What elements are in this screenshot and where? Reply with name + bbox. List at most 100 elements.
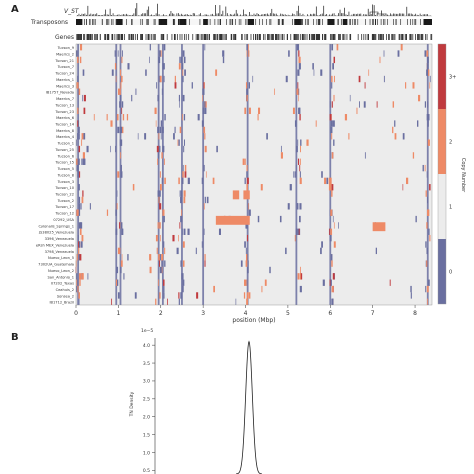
heatmap-cell — [429, 234, 431, 242]
heatmap-cell — [326, 177, 329, 185]
heatmap-cell — [331, 133, 333, 140]
heatmap-cell — [410, 285, 412, 293]
density-plot: 0.5 1.0 1.5 2.0 2.5 3.0 3.5 4.0 — [143, 338, 262, 474]
heatmap-cell — [412, 152, 415, 159]
heatmap-row-label: IB1757_Nevada — [46, 91, 74, 95]
gene-mark — [217, 34, 219, 40]
heatmap-cell — [426, 260, 428, 267]
heatmap-cell — [159, 190, 161, 197]
transposon-mark — [344, 19, 346, 25]
x-tick-label: 4 — [244, 310, 248, 317]
heatmap-cell — [123, 273, 125, 280]
heatmap-cell — [121, 75, 123, 83]
gene-mark — [299, 34, 301, 40]
heatmap-cell — [331, 82, 333, 89]
heatmap-cell — [78, 292, 80, 299]
gene-mark — [160, 34, 162, 40]
gene-mark — [306, 34, 308, 40]
heatmap-cell — [258, 107, 261, 115]
gene-mark — [293, 34, 295, 40]
heatmap-block-cn2 — [215, 215, 250, 225]
heatmap-cell — [116, 114, 119, 121]
gene-mark — [131, 34, 133, 40]
gene-mark — [112, 34, 114, 40]
gene-mark — [338, 34, 340, 40]
heatmap-cell — [81, 273, 84, 280]
heatmap-cell — [178, 177, 180, 185]
transposon-mark — [162, 19, 163, 25]
heatmap-cell — [181, 63, 184, 70]
gene-mark — [405, 34, 407, 40]
gene-mark — [207, 34, 209, 40]
gene-mark — [128, 34, 130, 40]
transposon-block — [294, 19, 301, 25]
heatmap-cell — [299, 164, 301, 172]
gene-mark — [89, 34, 91, 40]
heatmap-cell — [161, 254, 164, 261]
gene-mark — [379, 34, 381, 40]
heatmap-cell — [293, 171, 295, 178]
cn0-column — [202, 44, 205, 305]
heatmap-cell — [119, 101, 122, 108]
heatmap-cell — [156, 82, 158, 89]
heatmap-cell — [75, 260, 77, 267]
transposon-mark — [154, 19, 156, 25]
heatmap-cell — [245, 158, 246, 165]
gene-mark — [343, 34, 344, 40]
gene-mark — [402, 34, 404, 40]
gene-mark — [281, 34, 283, 40]
heatmap-cell — [110, 145, 111, 153]
transposon-mark — [300, 19, 301, 25]
heatmap-cell — [176, 247, 179, 255]
heatmap-cell — [159, 203, 162, 210]
transposon-mark — [423, 19, 425, 25]
heatmap-cell — [299, 114, 301, 121]
transposon-mark — [131, 19, 133, 25]
gene-mark — [80, 34, 82, 40]
heatmap-cell — [333, 120, 335, 127]
transposon-mark — [387, 19, 388, 25]
gene-mark — [209, 34, 210, 40]
heatmap-cell — [76, 50, 78, 57]
heatmap-cell — [83, 107, 86, 115]
heatmap-cell — [77, 285, 79, 293]
transposons-track — [76, 19, 432, 25]
heatmap-row-label: Nuevo_Leon_5 — [48, 256, 74, 260]
heatmap-cell — [117, 126, 120, 134]
heatmap-cell — [157, 94, 160, 102]
heatmap-cell — [427, 101, 429, 108]
heatmap-cell — [296, 203, 298, 210]
gene-mark — [316, 34, 318, 40]
transposon-mark — [345, 19, 346, 25]
gene-mark — [276, 34, 277, 40]
transposon-mark — [279, 19, 280, 25]
heatmap-cell — [163, 279, 165, 286]
gene-mark — [234, 34, 236, 40]
heatmap-cell — [416, 120, 419, 127]
heatmap-cell — [82, 94, 84, 102]
heatmap-cell — [383, 75, 385, 83]
heatmap-cell — [204, 101, 207, 108]
heatmap-cell — [245, 222, 247, 229]
heatmap-cell — [331, 152, 334, 159]
heatmap-cell — [248, 203, 250, 210]
transposon-mark — [316, 19, 318, 25]
gene-mark — [319, 34, 321, 40]
gene-mark — [350, 34, 351, 40]
heatmap-cell — [330, 279, 332, 286]
gene-mark — [297, 34, 299, 40]
heatmap-cell — [300, 139, 302, 146]
heatmap-row-label: Tucson_15 — [54, 161, 74, 165]
heatmap-row-label: Tucson_17 — [54, 205, 74, 209]
transposon-block — [158, 19, 168, 25]
gene-mark — [166, 34, 168, 40]
heatmap-cell — [161, 266, 163, 274]
transposon-mark — [373, 19, 375, 25]
heatmap-cell — [363, 101, 366, 108]
transposon-mark — [140, 19, 142, 25]
gene-mark — [197, 34, 199, 40]
transposon-mark — [179, 19, 180, 25]
heatmap-cell — [296, 228, 298, 235]
heatmap-cell — [181, 177, 184, 185]
gene-mark — [206, 34, 208, 40]
